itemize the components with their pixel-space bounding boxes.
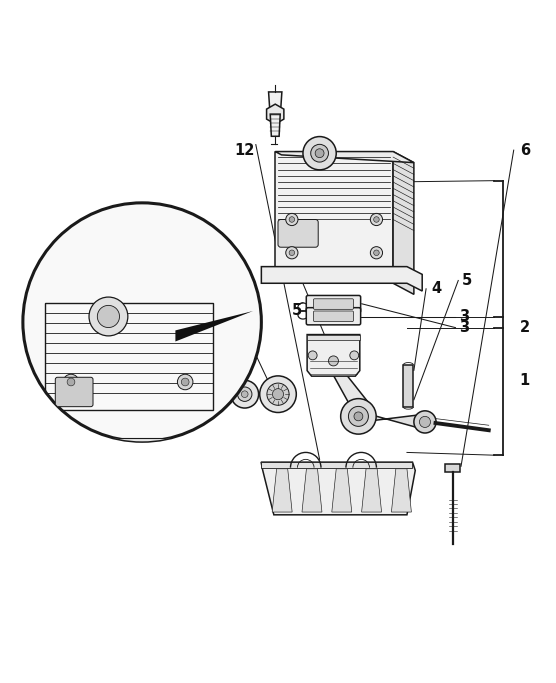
Circle shape [260,376,296,413]
Text: 12: 12 [235,143,255,158]
Circle shape [308,351,317,360]
Text: 8: 8 [181,229,192,244]
Text: 5: 5 [461,273,471,288]
Circle shape [289,217,295,222]
Circle shape [286,247,298,259]
Polygon shape [261,462,413,468]
FancyBboxPatch shape [278,219,318,247]
Circle shape [289,250,295,255]
Circle shape [286,213,298,225]
FancyBboxPatch shape [314,311,354,322]
Polygon shape [445,464,460,472]
FancyBboxPatch shape [314,298,354,309]
Circle shape [303,137,336,170]
Text: 7: 7 [276,232,286,247]
Polygon shape [261,462,415,515]
Text: 5: 5 [292,303,302,318]
Circle shape [329,356,339,366]
Text: 9,10: 9,10 [113,240,149,255]
Polygon shape [361,469,381,512]
Circle shape [272,389,284,400]
Text: 4: 4 [431,281,441,296]
Circle shape [267,383,289,405]
Polygon shape [269,92,282,109]
Circle shape [354,412,363,421]
Text: 6: 6 [520,143,530,158]
Text: 2: 2 [520,320,530,335]
Polygon shape [332,469,352,512]
Circle shape [23,203,261,441]
Polygon shape [307,335,360,376]
Polygon shape [270,114,280,137]
Circle shape [241,391,248,398]
Polygon shape [328,365,369,430]
Circle shape [419,417,430,428]
Polygon shape [161,442,183,475]
Polygon shape [261,266,422,291]
Circle shape [177,374,193,390]
Polygon shape [266,104,284,124]
Polygon shape [393,152,414,294]
Polygon shape [272,469,292,512]
Polygon shape [403,365,413,407]
Polygon shape [120,442,142,475]
Polygon shape [353,410,425,430]
Circle shape [374,250,379,255]
FancyBboxPatch shape [55,377,93,406]
Polygon shape [391,469,411,512]
Circle shape [324,351,344,371]
Polygon shape [302,469,322,512]
Text: 3: 3 [459,309,469,324]
Polygon shape [275,152,414,163]
Circle shape [311,144,329,162]
Polygon shape [51,438,234,479]
Circle shape [231,380,259,408]
Circle shape [350,351,359,360]
Circle shape [97,305,120,328]
Polygon shape [275,152,393,283]
Circle shape [374,217,379,222]
Circle shape [370,213,383,225]
Circle shape [341,399,376,434]
Circle shape [89,297,128,336]
Circle shape [349,406,369,426]
Polygon shape [307,335,360,340]
Polygon shape [78,442,101,475]
Circle shape [67,378,75,386]
FancyBboxPatch shape [306,296,361,313]
FancyBboxPatch shape [306,307,361,325]
Text: 1: 1 [520,373,530,388]
Circle shape [414,411,436,433]
Polygon shape [175,311,253,342]
Text: 3: 3 [459,320,469,335]
Circle shape [237,387,252,402]
Circle shape [181,378,189,386]
Circle shape [370,247,383,259]
Circle shape [63,374,79,390]
Circle shape [315,149,324,158]
